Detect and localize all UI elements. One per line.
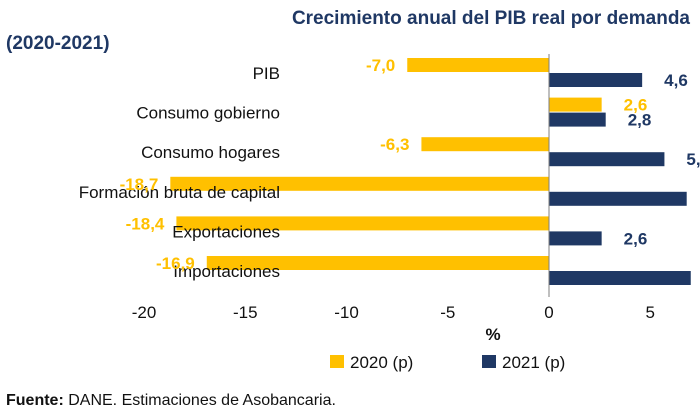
bar-2021	[549, 191, 687, 206]
bar-2021	[549, 271, 691, 285]
category-label: PIB	[253, 64, 280, 83]
bar-2020	[407, 58, 549, 72]
data-label-2021: 2,6	[624, 229, 648, 248]
data-label-2021: 2,8	[628, 111, 652, 130]
chart-title-line-2: (2020-2021)	[6, 33, 110, 54]
legend-swatch-2021	[482, 355, 496, 368]
category-label: Consumo hogares	[141, 143, 280, 162]
chart-title-line-1: Crecimiento anual del PIB real por deman…	[291, 8, 690, 29]
source-text: DANE. Estimaciones de Asobancaria.	[63, 392, 336, 409]
category-labels-group: PIB Consumo gobierno Consumo hogares Formac…	[79, 64, 280, 281]
bar-2021	[549, 112, 606, 127]
legend-swatch-2020	[330, 355, 344, 368]
source-note: Fuente: DANE. Estimaciones de Asobancari…	[6, 392, 336, 410]
category-label: Exportaciones	[172, 222, 280, 241]
x-axis-label: %	[485, 325, 500, 344]
chart-title: Crecimiento anual del PIB real por deman…	[6, 6, 696, 56]
x-tick-label: -20	[132, 303, 157, 322]
bar-2021	[549, 73, 643, 87]
x-tick-label: 5	[646, 303, 655, 322]
bar-2020	[170, 176, 549, 191]
category-label: Formación bruta de capital	[79, 183, 280, 202]
data-label-2021: 5,7	[686, 150, 700, 169]
x-tick-label: -15	[233, 303, 258, 322]
data-label-2020: -18,4	[126, 214, 165, 233]
bars-group	[170, 58, 691, 285]
x-tick-label: 0	[544, 303, 553, 322]
data-label-2020: -7,0	[366, 56, 395, 75]
bar-chart: PIB Consumo gobierno Consumo hogares Formac…	[79, 54, 700, 372]
category-label: Importaciones	[173, 262, 280, 281]
legend-label-2020: 2020 (p)	[350, 353, 413, 372]
bar-2020	[421, 137, 549, 152]
data-label-2020: -6,3	[380, 135, 409, 154]
x-tick-label: -10	[334, 303, 359, 322]
data-label-2020: 2,6	[624, 96, 648, 115]
x-tick-label: -5	[440, 303, 455, 322]
bar-2020	[176, 216, 549, 231]
data-label-2020: -18,7	[120, 175, 159, 194]
legend-label-2021: 2021 (p)	[502, 353, 565, 372]
bar-2020	[549, 97, 602, 112]
bar-2021	[549, 231, 602, 246]
legend: 2020 (p) 2021 (p)	[330, 353, 565, 372]
x-tick-labels-group: -20-15-10-50510	[132, 303, 655, 322]
value-labels-group: -7,04,62,62,8-6,35,7-18,76,8-18,42,6-16,…	[120, 56, 700, 273]
bar-2021	[549, 152, 665, 167]
data-label-2021: 4,6	[664, 71, 688, 90]
data-label-2020: -16,9	[156, 254, 195, 273]
bar-2020	[206, 256, 549, 270]
source-prefix: Fuente:	[6, 392, 64, 409]
category-label: Consumo gobierno	[136, 104, 280, 123]
